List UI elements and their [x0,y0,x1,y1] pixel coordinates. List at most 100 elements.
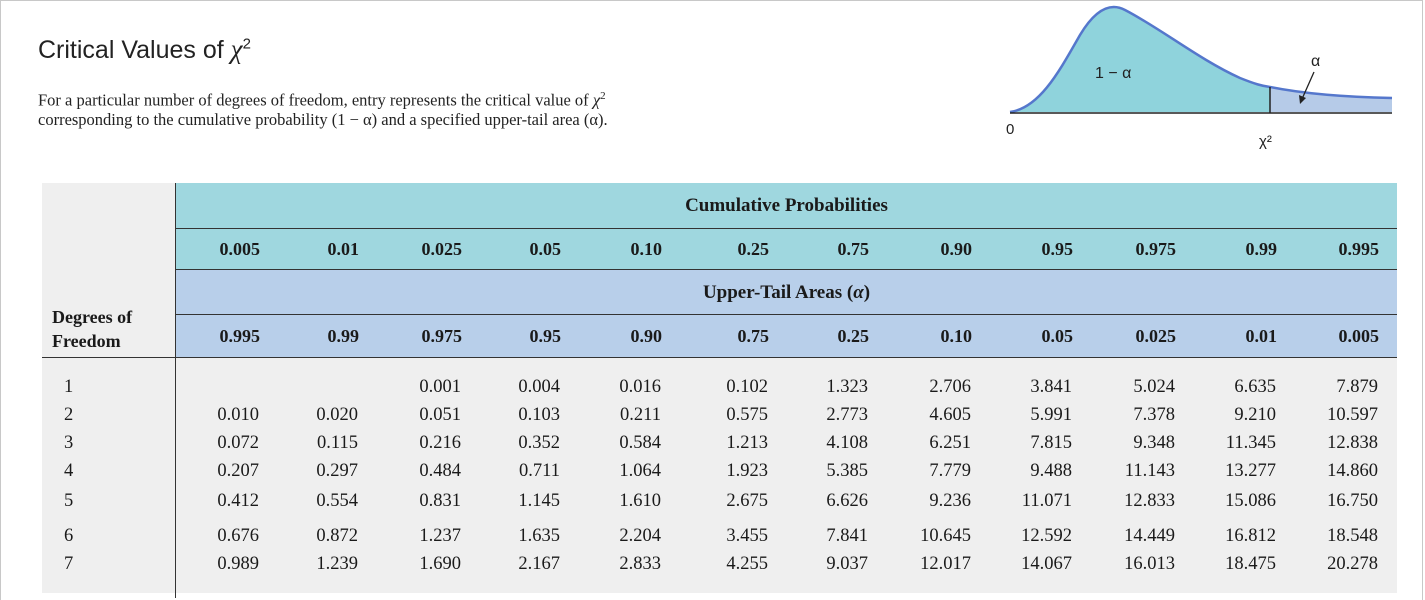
alpha-arrow-line [1301,71,1315,100]
table-cell: 12.592 [1021,526,1072,546]
table-cell: 12.017 [920,554,971,574]
upper-title-alpha: α [853,282,864,303]
cumulative-probability-cell: 0.95 [1041,238,1074,259]
table-cell: 0.211 [620,405,661,425]
table-cell: 1.237 [419,526,461,546]
chi-square-label: χ² [1259,133,1272,150]
upper-tail-area-cell: 0.05 [1041,325,1074,346]
table-cell: 0.020 [316,405,358,425]
table-cell: 1.610 [619,491,661,511]
description-line-1: For a particular number of degrees of fr… [38,87,608,110]
table-cell: 1.323 [826,377,868,397]
cumulative-probabilities-band: Cumulative Probabilities [175,183,1397,228]
table-cell: 20.278 [1327,554,1378,574]
description-chi-symbol: χ [592,90,601,110]
table-cell: 1.064 [619,461,661,481]
cumulative-probability-cell: 0.10 [630,238,663,259]
table-cell: 2.204 [619,526,661,546]
upper-tail-area-cell: 0.005 [1338,325,1380,346]
df-value: 4 [64,461,74,481]
table-cell: 6.626 [826,491,868,511]
upper-title-close: ) [863,282,871,303]
table-cell: 4.605 [929,405,971,425]
table-cell: 14.067 [1021,554,1072,574]
upper-tail-area-cell: 0.025 [1135,325,1177,346]
zero-label: 0 [1006,121,1014,138]
upper-tail-area-cell: 0.995 [219,325,261,346]
table-cell: 16.013 [1124,554,1175,574]
table-cell: 0.051 [419,405,461,425]
table-cell: 6.635 [1234,377,1276,397]
cumulative-probability-cell: 0.75 [837,238,870,259]
table-cell: 0.484 [419,461,461,481]
description-line-2: corresponding to the cumulative probabil… [38,109,608,129]
upper-tail-area-cell: 0.90 [630,325,663,346]
df-value: 1 [64,377,74,397]
df-header-rule [42,357,175,358]
table-cell: 0.004 [518,377,560,397]
cumulative-probabilities-title: Cumulative Probabilities [685,195,888,216]
area-label: 1 − α [1095,65,1131,82]
degrees-of-freedom-header: Degrees of Freedom [52,305,132,353]
table-cell: 3.841 [1030,377,1072,397]
table-cell: 1.145 [518,491,560,511]
table-cell: 18.548 [1327,526,1378,546]
upper-tail-areas-band: Upper-Tail Areas (α) [175,270,1397,314]
table-cell: 7.879 [1336,377,1378,397]
table-cell: 4.108 [826,433,868,453]
table-cell: 0.584 [619,433,661,453]
df-header-line-1: Degrees of [52,307,133,327]
page-title: Critical Values of χ2 [38,34,251,65]
table-cell: 0.575 [726,405,768,425]
table-cell: 14.449 [1124,526,1175,546]
table-cell: 0.554 [316,491,358,511]
table-cell: 13.277 [1225,461,1276,481]
cumulative-probability-cell: 0.025 [421,238,463,259]
cumulative-probability-cell: 0.25 [737,238,770,259]
curve-body-area [1010,7,1270,113]
table-cell: 11.071 [1021,491,1072,511]
upper-title-text: Upper-Tail Areas ( [702,282,854,303]
table-cell: 5.991 [1030,405,1072,425]
upper-tail-area-cell: 0.975 [421,325,463,346]
table-cell: 0.072 [217,433,259,453]
table-cell: 0.711 [519,461,560,481]
cumulative-probabilities-row: 0.005 0.01 0.025 0.05 0.10 0.25 0.75 0.90 0.95 0.… [175,228,1397,270]
alpha-label: α [1311,53,1320,70]
cumulative-values: 0.005 0.01 0.025 0.05 0.10 0.25 0.75 0.90 0.95 0.… [176,229,1397,269]
table-cell: 0.297 [316,461,358,481]
chi-square-distribution-figure: 1 − α α 0 χ² [1006,5,1393,150]
table-cell: 9.488 [1030,461,1072,481]
df-value: 2 [64,405,74,425]
table-cell: 0.412 [217,491,259,511]
upper-tail-areas-row: 0.995 0.99 0.975 0.95 0.90 0.75 0.25 0.10 0.05 0.… [175,314,1397,358]
table-cell: 7.815 [1030,433,1072,453]
table-cell: 2.167 [518,554,560,574]
title-chi-symbol: χ [230,34,243,64]
column-divider [175,358,176,598]
table-cell: 0.989 [217,554,259,574]
description: For a particular number of degrees of fr… [38,87,608,129]
table-cell: 5.385 [826,461,868,481]
table-cell: 0.103 [518,405,560,425]
table-cell: 0.352 [518,433,560,453]
alpha-arrow-head [1299,95,1306,104]
table-cell: 0.676 [217,526,259,546]
title-exponent: 2 [242,35,251,53]
upper-values: 0.995 0.99 0.975 0.95 0.90 0.75 0.25 0.10 0.05 0.… [176,315,1397,357]
table-cell: 11.345 [1225,433,1276,453]
table-cell: 0.115 [317,433,358,453]
table-cell: 0.001 [419,377,461,397]
table-cell: 9.236 [929,491,971,511]
upper-tail-area-cell: 0.01 [1245,325,1278,346]
table-cell: 1.635 [518,526,560,546]
curve-tail-area [1270,87,1392,112]
table-cell: 12.838 [1327,433,1378,453]
table-cell: 0.207 [217,461,259,481]
cumulative-probability-cell: 0.90 [940,238,973,259]
upper-tail-area-cell: 0.25 [837,325,870,346]
upper-tail-area-cell: 0.10 [940,325,973,346]
cumulative-probability-cell: 0.995 [1338,238,1380,259]
table-cell: 1.213 [726,433,768,453]
